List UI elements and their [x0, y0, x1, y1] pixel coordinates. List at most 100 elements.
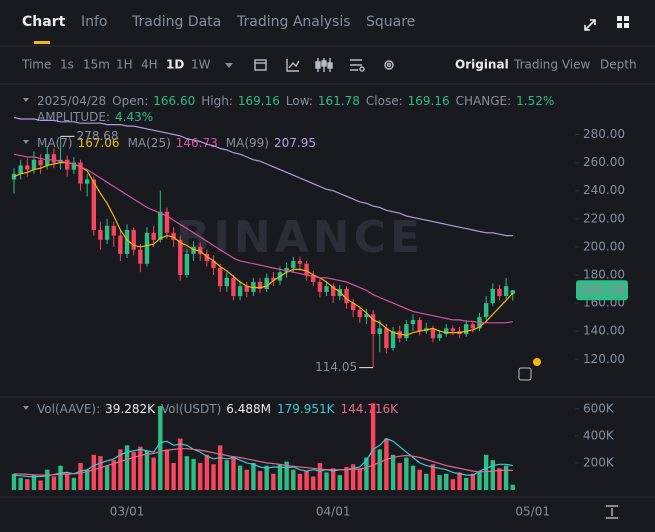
interval[interactable]: 15m [83, 58, 110, 72]
candle-body [304, 263, 309, 275]
interval[interactable]: 1H [116, 58, 133, 72]
info-text: 207.95 [274, 136, 316, 150]
tab[interactable]: Trading Data [131, 14, 221, 30]
volume-bar [151, 457, 156, 490]
volume-bar [377, 449, 382, 490]
collapse[interactable] [23, 140, 29, 144]
volume-bar [490, 460, 495, 490]
volume-bar [91, 454, 96, 490]
candle-body [144, 232, 150, 264]
candle-body [51, 154, 57, 163]
info-text: 2025/04/28 [37, 94, 106, 108]
interval[interactable]: 1s [60, 58, 74, 72]
tab[interactable]: Info [81, 14, 108, 30]
collapse[interactable] [23, 98, 29, 102]
candle-body [364, 314, 369, 318]
collapse[interactable] [23, 406, 29, 410]
candle-body [490, 289, 495, 304]
volume-bar [297, 473, 303, 490]
volume-bar [264, 465, 269, 490]
y-tick-label: 140.00 [583, 324, 625, 338]
volume-bar [410, 465, 416, 490]
volume-bar [291, 469, 296, 490]
candle-body [171, 232, 176, 240]
candle-body [397, 331, 402, 339]
volume-bar [84, 469, 90, 490]
extreme-label: 114.05 [315, 360, 357, 374]
volume-bar [437, 475, 442, 490]
candle-body [178, 239, 183, 275]
volume-bar [277, 464, 283, 490]
info-text: 1.52% [516, 94, 554, 108]
volume-bar [384, 438, 389, 490]
candle-body [98, 230, 103, 240]
candle-body [410, 319, 416, 325]
info-text: Vol(AAVE): [37, 402, 100, 416]
event-icon[interactable] [518, 367, 532, 381]
candle-body [71, 162, 77, 170]
volume-bar [104, 465, 110, 490]
dropdown[interactable] [225, 63, 233, 68]
candle-body [251, 282, 256, 292]
candle-body [31, 159, 37, 170]
volume-bar [350, 464, 356, 490]
info-text: CHANGE: [456, 94, 512, 108]
info-text: MA(7) [37, 136, 73, 150]
candle-body [450, 328, 456, 332]
info-text: Vol(USDT) [161, 402, 221, 416]
info-text: Low: [286, 94, 313, 108]
volume-bar [510, 484, 515, 490]
candle-body [111, 225, 116, 236]
interval[interactable]: 1W [191, 58, 211, 72]
tab[interactable]: Chart [22, 14, 66, 30]
volume-bar [271, 473, 276, 490]
tab[interactable]: Square [366, 14, 415, 30]
tool-icons[interactable] [254, 58, 394, 72]
candle-body [350, 303, 356, 311]
info-line: AMPLITUDE: 4.43% [37, 110, 153, 124]
candle-body [264, 277, 269, 290]
candle-body [118, 235, 123, 254]
volume-bar [304, 471, 309, 490]
volume-bar [45, 469, 50, 490]
ma-line [13, 117, 513, 237]
view-option[interactable]: Depth [600, 58, 637, 72]
info-text: High: [201, 94, 233, 108]
volume-bar [204, 454, 210, 490]
volume-bar [364, 457, 369, 490]
volume-bar [198, 462, 203, 490]
ma-legend: MA(7) 167.06 MA(25) 146.73 MA(99) 207.95 [37, 136, 316, 150]
view-option[interactable]: Original [455, 58, 509, 72]
candle-body [138, 249, 143, 264]
volume-bar [184, 456, 190, 490]
expand-icon[interactable] [584, 19, 596, 31]
candle-body [370, 314, 376, 334]
candle-body [297, 260, 303, 264]
volume-bar [483, 454, 489, 490]
interval[interactable]: 4H [141, 58, 158, 72]
y-tick-label: 600K [583, 401, 615, 415]
volume-bar [211, 464, 216, 490]
candle-body [503, 286, 509, 297]
volume-bar [450, 479, 456, 490]
info-text: 6.488M [226, 402, 271, 416]
price-tag-label: 169.16 [579, 283, 625, 297]
candle-body [124, 230, 130, 254]
grid-icon[interactable] [617, 16, 629, 28]
y-tick-label: 180.00 [583, 267, 625, 281]
volume-bar [124, 445, 130, 490]
info-text: 167.06 [78, 136, 120, 150]
tab[interactable]: Trading Analysis [236, 14, 351, 30]
alert-dot[interactable] [533, 358, 541, 366]
volume-bar [477, 471, 482, 490]
interval[interactable]: 1D [166, 58, 184, 72]
vol-ma-line [13, 437, 513, 478]
candle-body [257, 282, 263, 290]
settings-icon[interactable] [606, 505, 618, 519]
view-option[interactable]: Trading View [513, 58, 591, 72]
candle-body [444, 328, 449, 334]
info-text: 161.78 [318, 94, 360, 108]
candle-body [224, 277, 229, 287]
